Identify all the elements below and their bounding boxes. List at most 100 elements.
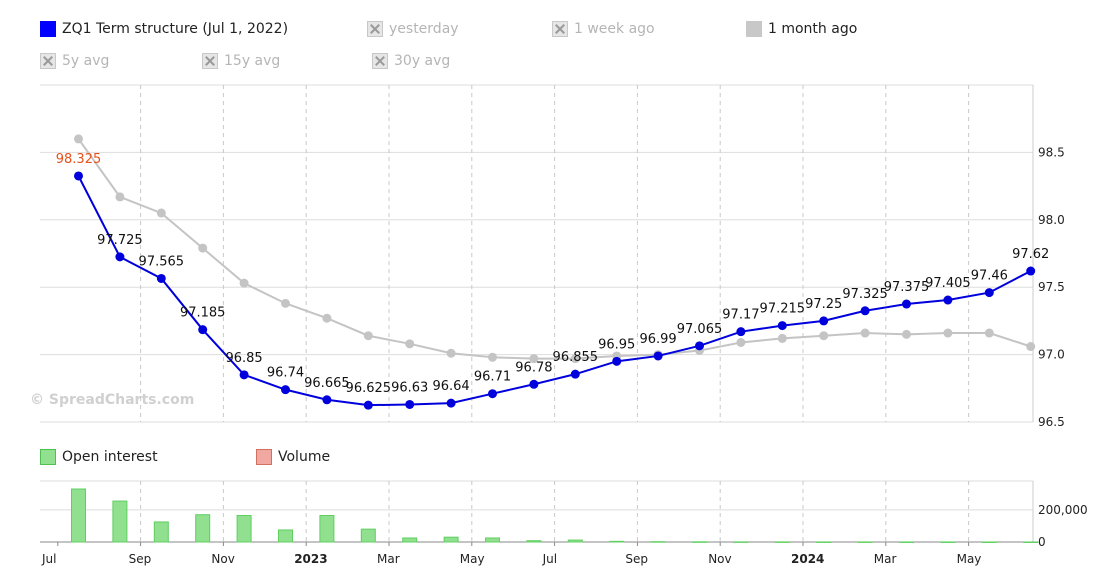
legend-item-30y-avg[interactable]: 30y avg (372, 53, 450, 69)
x-tick-label: Jul (41, 552, 56, 566)
data-label: 96.71 (474, 370, 511, 385)
open-interest-bar (816, 541, 832, 543)
open-interest-bar (733, 541, 749, 543)
open-interest-bar (981, 541, 997, 543)
open-interest-bar (609, 540, 625, 543)
data-label: 96.665 (304, 376, 350, 391)
main-series-point (529, 379, 539, 389)
data-label: 97.325 (842, 287, 888, 302)
main-series-point (1026, 266, 1036, 276)
y-tick-label: 96.5 (1038, 415, 1065, 429)
legend-item-main[interactable]: ZQ1 Term structure (Jul 1, 2022) (40, 21, 288, 37)
gray-swatch-icon (746, 21, 762, 37)
legend-label-yesterday: yesterday (389, 21, 459, 37)
legend-item-month-ago[interactable]: 1 month ago (746, 21, 857, 37)
open-interest-bar (567, 539, 583, 543)
open-interest-bar (236, 515, 252, 543)
open-interest-bar (899, 541, 914, 543)
month-ago-point (363, 331, 373, 341)
main-series-point (777, 321, 787, 331)
data-label: 96.78 (515, 360, 552, 375)
open-interest-bar (857, 541, 873, 543)
data-label: 97.185 (180, 306, 226, 321)
data-label: 98.325 (56, 152, 102, 167)
data-label: 97.405 (925, 276, 971, 291)
main-series-point (612, 356, 622, 366)
x-tick-label: May (460, 552, 485, 566)
main-series-point (74, 171, 83, 181)
legend: ZQ1 Term structure (Jul 1, 2022) yesterd… (0, 0, 1115, 90)
x-tick-label: May (957, 552, 982, 566)
data-label: 96.74 (267, 366, 304, 381)
main-series-point (281, 385, 290, 395)
y-tick-label: 0 (1038, 535, 1046, 549)
open-interest-bar (940, 541, 956, 543)
data-label: 97.215 (760, 302, 806, 317)
x-tick-label: Sep (129, 552, 152, 566)
open-interest-bar (278, 529, 293, 543)
main-series-point (570, 369, 580, 379)
legend-label-open-interest: Open interest (62, 449, 158, 465)
main-series-point (819, 316, 829, 326)
month-ago-point (736, 337, 746, 347)
data-label: 97.17 (722, 308, 759, 323)
x-tick-label: Sep (625, 552, 648, 566)
series-line-main (77, 175, 1032, 407)
open-interest-bar (692, 541, 707, 543)
month-ago-point (570, 354, 580, 364)
open-interest-bar (485, 537, 500, 543)
y-tick-label: 97.0 (1038, 348, 1065, 362)
month-ago-point (281, 298, 290, 308)
month-ago-point (488, 352, 497, 362)
main-series-point (363, 400, 373, 410)
legend-label-volume: Volume (278, 449, 331, 465)
open-interest-bar (526, 540, 542, 543)
legend-label-main: ZQ1 Term structure (Jul 1, 2022) (62, 21, 289, 37)
main-series-point (115, 252, 125, 262)
x-tick-label: Mar (874, 552, 897, 566)
month-ago-point (74, 134, 83, 144)
open-interest-bar (195, 514, 211, 543)
main-series-point (322, 395, 332, 405)
disabled-swatch-icon (367, 21, 383, 37)
legend-item-week-ago[interactable]: 1 week ago (552, 21, 655, 37)
data-label: 97.565 (139, 254, 185, 269)
y-tick-label: 98.5 (1038, 145, 1065, 159)
data-label: 96.625 (346, 381, 392, 396)
y-tick-label: 98.0 (1038, 213, 1065, 227)
legend-item-volume[interactable]: Volume (256, 449, 330, 465)
month-ago-point (446, 348, 456, 358)
data-label: 96.95 (598, 337, 635, 352)
blue-swatch-icon (40, 21, 56, 37)
watermark: © SpreadCharts.com (30, 392, 194, 408)
open-interest-bar (71, 488, 86, 543)
open-interest-bar (319, 515, 335, 543)
disabled-swatch-icon (552, 21, 568, 37)
legend-label-30y-avg: 30y avg (394, 53, 451, 69)
x-tick-label: 2023 (294, 552, 327, 566)
open-interest-bar (1023, 541, 1039, 543)
legend-item-15y-avg[interactable]: 15y avg (202, 53, 280, 69)
open-interest-bar (774, 541, 790, 543)
data-label: 96.63 (391, 380, 428, 395)
data-label: 97.62 (1012, 247, 1049, 262)
x-tick-label: Mar (377, 552, 400, 566)
y-tick-label: 97.5 (1038, 280, 1065, 294)
main-series-point (239, 370, 249, 380)
month-ago-point (984, 328, 994, 338)
month-ago-point (819, 331, 829, 341)
x-tick-label: Jul (542, 552, 557, 566)
month-ago-point (777, 333, 787, 343)
month-ago-point (322, 313, 332, 323)
data-label: 96.99 (639, 332, 676, 347)
legend-item-open-interest[interactable]: Open interest (40, 449, 158, 465)
legend-item-5y-avg[interactable]: 5y avg (40, 53, 109, 69)
open-interest-bar (650, 541, 666, 543)
x-tick-label: Nov (211, 552, 234, 566)
month-ago-point (902, 329, 911, 339)
legend-item-yesterday[interactable]: yesterday (367, 21, 459, 37)
main-series-point (736, 327, 746, 337)
data-label: 96.64 (432, 379, 469, 394)
open-interest-bar (153, 521, 169, 543)
data-label: 97.065 (677, 322, 723, 337)
